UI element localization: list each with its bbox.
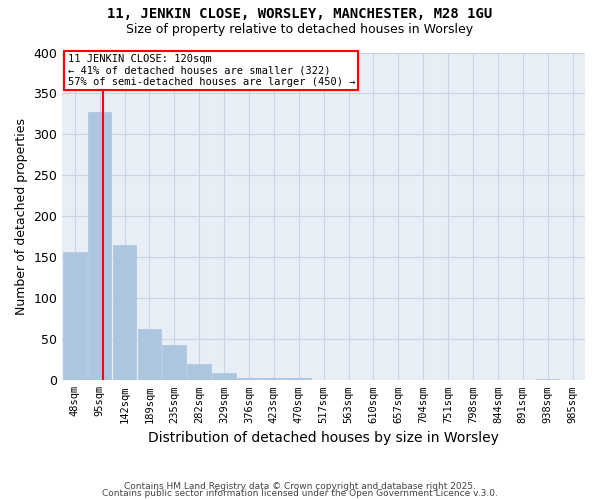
Bar: [187, 364, 211, 380]
Text: Contains public sector information licensed under the Open Government Licence v.: Contains public sector information licen…: [102, 490, 498, 498]
Text: 11 JENKIN CLOSE: 120sqm
← 41% of detached houses are smaller (322)
57% of semi-d: 11 JENKIN CLOSE: 120sqm ← 41% of detache…: [68, 54, 355, 88]
Text: Size of property relative to detached houses in Worsley: Size of property relative to detached ho…: [127, 22, 473, 36]
Text: 11, JENKIN CLOSE, WORSLEY, MANCHESTER, M28 1GU: 11, JENKIN CLOSE, WORSLEY, MANCHESTER, M…: [107, 8, 493, 22]
Bar: [63, 252, 86, 380]
X-axis label: Distribution of detached houses by size in Worsley: Distribution of detached houses by size …: [148, 431, 499, 445]
Text: Contains HM Land Registry data © Crown copyright and database right 2025.: Contains HM Land Registry data © Crown c…: [124, 482, 476, 491]
Bar: [163, 345, 186, 380]
Bar: [212, 373, 236, 380]
Bar: [287, 378, 311, 380]
Bar: [536, 378, 559, 380]
Bar: [237, 378, 261, 380]
Bar: [262, 378, 286, 380]
Y-axis label: Number of detached properties: Number of detached properties: [15, 118, 28, 315]
Bar: [113, 245, 136, 380]
Bar: [88, 112, 112, 380]
Bar: [137, 328, 161, 380]
